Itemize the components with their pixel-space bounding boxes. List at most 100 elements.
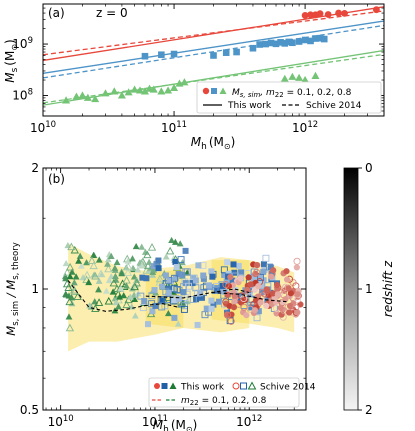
point-b-432	[264, 287, 271, 295]
point-b-297	[155, 265, 162, 272]
point-b-117	[123, 268, 133, 277]
point-b-285	[158, 303, 166, 311]
point-b-231	[229, 277, 236, 284]
point-b-196	[182, 247, 189, 254]
panel-b-legend-box	[148, 377, 300, 408]
point-a-s0-18	[180, 78, 189, 86]
point-b-326	[173, 286, 181, 293]
point-a-s2-7	[373, 6, 380, 14]
point-b-236	[260, 268, 267, 275]
b-ytick-label-1: 1	[31, 282, 39, 296]
point-b-454	[223, 311, 232, 319]
point-a-s0-5	[101, 89, 110, 97]
point-b-112	[95, 256, 103, 263]
point-a-s1-2	[170, 50, 178, 58]
colorbar-ticks: 0 1 2	[358, 161, 373, 417]
point-b-182	[260, 261, 267, 268]
point-b-118	[143, 261, 153, 270]
point-b-18	[131, 295, 139, 303]
point-b-316	[211, 287, 219, 294]
point-b-249	[182, 268, 190, 276]
panel-a-ylabel: Ms(M⊙)	[3, 39, 20, 83]
point-b-235	[216, 298, 223, 305]
panel-a-legend: Ms, sim, m22 = 0.1, 0.2, 0.8 This work S…	[196, 81, 382, 114]
point-a-s0-3	[83, 93, 92, 101]
point-b-392	[263, 302, 270, 309]
point-b-30	[65, 323, 75, 332]
point-b-40	[105, 276, 113, 284]
panel-b-ylabel: Ms, sim / Ms, theory	[4, 242, 21, 335]
point-b-465	[230, 304, 238, 311]
point-b-77	[76, 252, 84, 259]
point-b-321	[193, 289, 201, 297]
point-b-309	[180, 305, 188, 313]
panel-a-legend-box	[196, 81, 382, 114]
panel-b-legend: This work Schive 2014 m22 = 0.1, 0.2, 0.…	[148, 377, 316, 408]
point-b-260	[200, 275, 207, 282]
colorbar-gradient	[343, 167, 359, 411]
point-b-296	[208, 268, 215, 275]
panel-b-legend-m22: m22 = 0.1, 0.2, 0.8	[181, 396, 267, 407]
b-xtick-label-2: 1012	[236, 414, 262, 429]
point-a-s0-4	[91, 94, 100, 103]
point-b-217	[139, 274, 146, 281]
legend-b-open-circle	[232, 382, 240, 390]
point-b-216	[248, 304, 255, 311]
point-a-s1-11	[277, 39, 284, 46]
point-b-139	[65, 262, 75, 271]
point-b-445	[257, 299, 264, 306]
point-b-137	[67, 242, 76, 251]
point-b-155	[65, 297, 74, 306]
point-b-389	[227, 317, 235, 325]
point-a-s1-8	[262, 40, 269, 48]
panel-a-legend-dashed-label: Schive 2014	[306, 101, 362, 111]
point-b-311	[185, 282, 192, 290]
point-b-87	[138, 243, 146, 250]
point-b-433	[255, 283, 262, 290]
point-b-132	[96, 269, 106, 278]
point-b-335	[159, 283, 166, 290]
point-a-s0-13	[149, 85, 158, 93]
panel-a-label: (a)	[48, 6, 65, 20]
point-a-s1-6	[249, 44, 257, 52]
point-b-288	[226, 317, 234, 325]
point-b-268	[177, 256, 185, 264]
point-b-442	[269, 290, 277, 297]
point-a-s0-2	[78, 91, 87, 99]
point-b-417	[245, 274, 252, 281]
fit-line-dashed-1	[43, 24, 384, 79]
panel-a: 1010 1011 1012 108 109 (a) z = 0 Ms(M⊙) Mh (M…	[3, 3, 385, 152]
point-a-s1-19	[316, 34, 324, 42]
median-line-0	[67, 280, 180, 312]
point-b-250	[192, 284, 200, 292]
point-b-333	[224, 259, 231, 266]
point-b-195	[175, 271, 182, 278]
point-a-s1-17	[307, 37, 314, 45]
panel-b-label: (b)	[48, 172, 65, 186]
point-b-106	[155, 274, 164, 283]
point-b-134	[104, 256, 112, 263]
panel-a-axes: 1010 1011 1012 108 109	[12, 4, 384, 135]
point-b-287	[258, 283, 265, 290]
point-b-302	[262, 254, 270, 262]
point-b-247	[179, 271, 186, 278]
point-a-s0-1	[72, 92, 81, 100]
point-b-457	[286, 302, 294, 310]
point-b-430	[292, 282, 300, 290]
point-b-324	[152, 302, 159, 309]
panel-b: 1010 1011 1012 0.5 1 2 (b) Ms, sim / Ms, theo…	[4, 161, 395, 431]
point-a-s1-15	[295, 38, 303, 45]
point-b-301	[236, 292, 243, 299]
colorbar-tick-label-1: 1	[365, 282, 373, 296]
point-a-s1-13	[285, 38, 293, 46]
point-b-409	[270, 267, 277, 274]
point-a-s1-4	[222, 49, 230, 56]
point-a-s0-15	[164, 86, 173, 94]
point-b-299	[155, 257, 162, 264]
point-a-s0-10	[136, 86, 145, 94]
point-b-156	[130, 282, 139, 291]
point-b-318	[209, 273, 216, 280]
point-b-164	[123, 282, 130, 289]
point-b-189	[172, 274, 179, 281]
